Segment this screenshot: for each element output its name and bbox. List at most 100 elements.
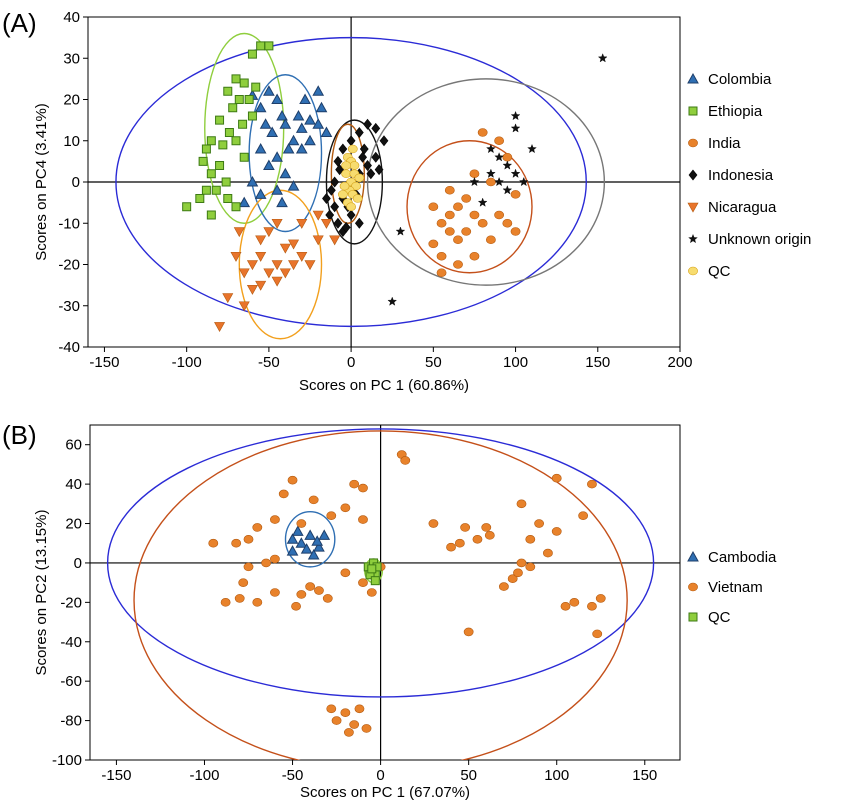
data-point [477,218,488,228]
data-point [367,564,377,574]
x-tick-label: 0 [376,767,384,784]
data-point [320,218,332,229]
data-point [510,190,521,199]
data-point [461,194,472,203]
data-point [259,118,272,129]
data-point [349,161,360,170]
y-axis-label: Scores on PC4 (3.41%) [33,103,50,261]
data-point [472,534,483,544]
data-point [395,226,406,236]
series-qc [337,144,365,212]
data-point [271,260,283,271]
legend-label: Indonesia [708,167,774,184]
data-point [322,193,331,204]
data-point [477,197,488,207]
data-point [288,239,300,250]
data-point [534,519,545,528]
legend: Colombia Ethiopia India Indonesia Nicaragua U… [687,71,811,280]
data-point [206,169,216,179]
data-point [215,115,225,125]
data-point [201,144,211,154]
data-point [453,260,463,269]
data-point [560,601,571,611]
legend-marker [688,582,698,592]
data-point [296,590,307,599]
data-point [223,194,233,203]
data-point [312,85,325,96]
data-point [494,136,505,146]
data-point [354,217,364,229]
plot-frame [89,424,681,761]
panel-label: (B) [2,420,37,450]
data-point [502,152,513,162]
data-point [444,210,455,220]
data-point [595,594,606,603]
data-point [498,582,509,591]
data-point [270,554,280,564]
data-point [286,545,299,556]
data-point [238,196,251,208]
data-point [358,578,368,587]
data-point [231,202,241,212]
data-point [270,515,280,524]
legend-marker [687,550,699,562]
data-point [263,227,275,238]
data-point [494,152,504,162]
x-tick-label: -150 [101,767,131,784]
series-nicaragua [214,210,341,332]
data-point [279,167,292,179]
data-point [255,235,267,246]
data-point [510,123,521,133]
data-point [238,301,250,312]
data-point [292,109,305,121]
data-point [231,538,242,548]
confidence-ellipse [325,119,384,245]
data-point [276,109,288,121]
data-point [270,588,280,597]
data-point [313,541,325,552]
data-point [551,527,562,536]
legend-label: India [708,135,741,152]
series-colombia [238,85,333,208]
data-point [195,194,205,203]
y-tick-label: -20 [58,257,80,274]
data-point [287,180,300,191]
y-tick-label: 60 [65,437,82,454]
data-point [361,724,372,733]
data-point [349,479,360,489]
data-point [326,511,337,520]
data-point [485,177,496,187]
data-point [463,627,474,637]
y-tick-label: -20 [60,594,82,611]
data-point [291,525,304,536]
data-point [308,495,319,505]
data-point [461,227,472,236]
data-point [279,243,291,254]
data-point [486,143,496,154]
data-point [312,235,324,246]
data-point [469,176,480,187]
data-point [569,598,580,607]
legend-label: Cambodia [708,549,777,566]
data-point [453,235,463,245]
data-point [428,239,439,249]
data-point [254,101,267,113]
data-point [266,126,279,137]
data-point [346,202,357,212]
data-point [206,136,216,146]
data-point [330,201,340,213]
data-point [296,218,308,229]
confidence-ellipse [406,140,533,274]
series-vietnam [208,450,606,737]
data-point [351,181,361,191]
data-point [243,562,254,572]
data-point [264,41,274,51]
legend-marker [688,266,698,276]
data-point [307,549,320,560]
series-indonesia [322,118,389,237]
data-point [371,151,381,163]
x-tick-label: 50 [425,354,442,371]
data-point [278,489,289,499]
data-point [252,523,263,532]
legend-label: Unknown origin [708,231,811,248]
